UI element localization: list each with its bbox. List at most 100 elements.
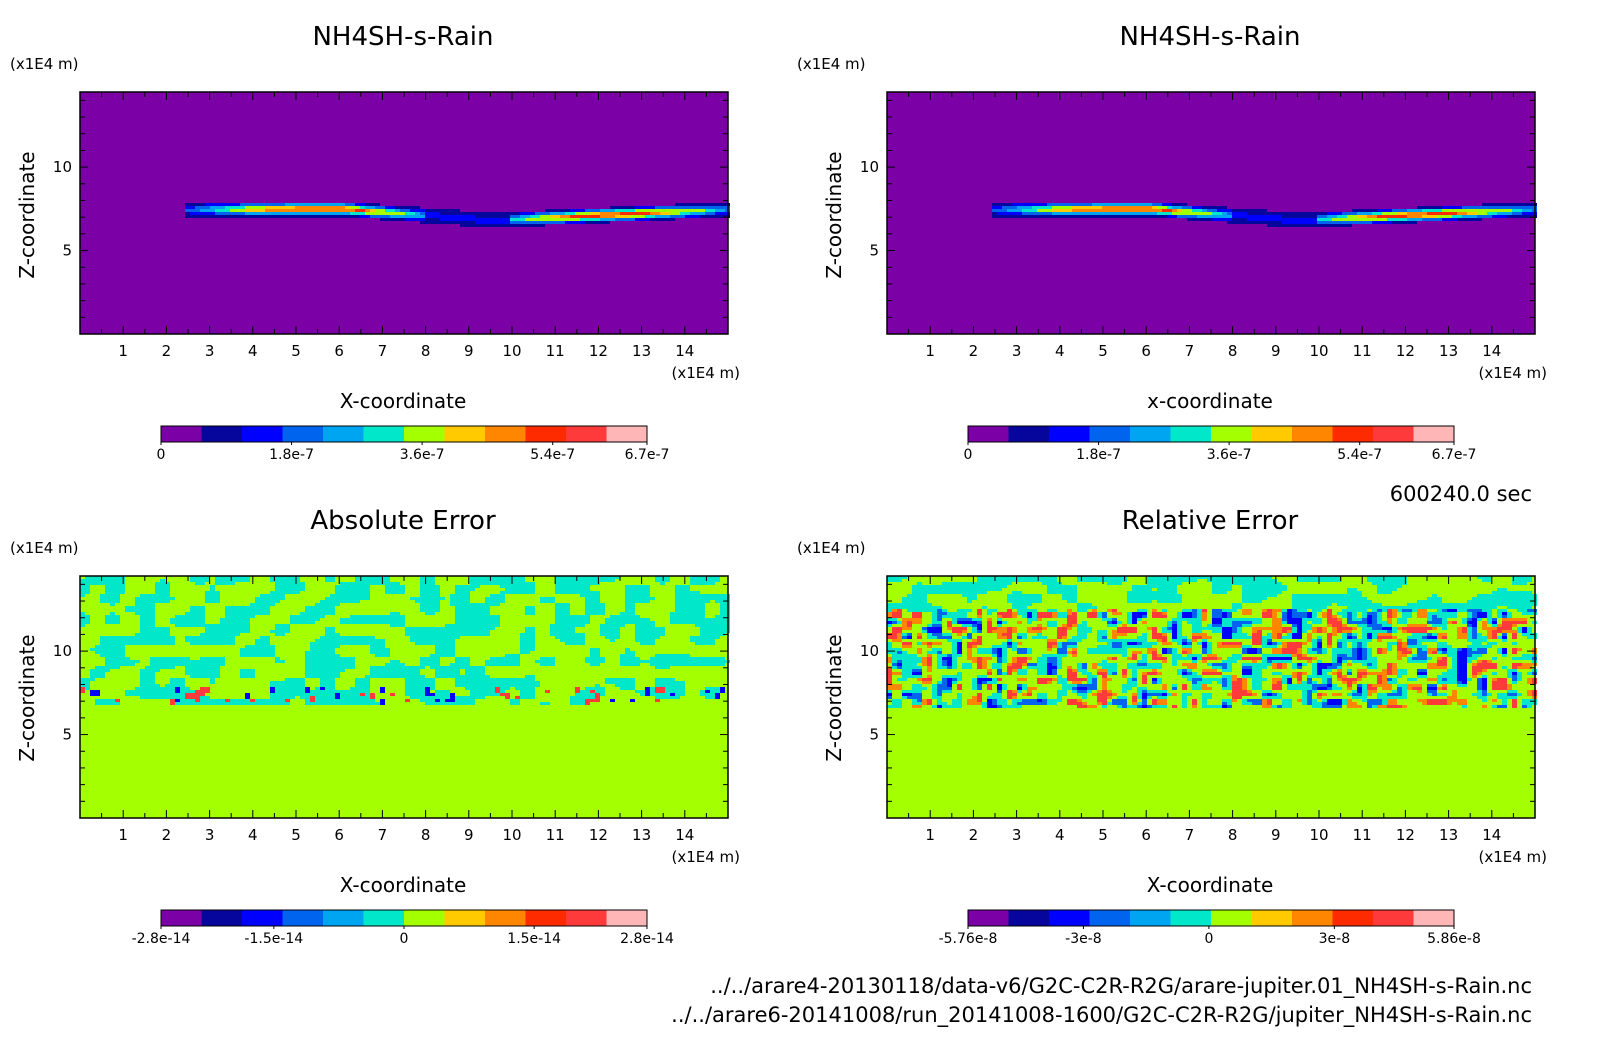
field-cell bbox=[345, 588, 350, 591]
field-cell bbox=[100, 636, 105, 639]
field-cell bbox=[180, 690, 185, 693]
field-cell bbox=[410, 597, 415, 600]
field-cell bbox=[1152, 591, 1157, 594]
field-cell bbox=[380, 618, 385, 621]
field-cell bbox=[630, 600, 635, 603]
field-cell bbox=[525, 221, 530, 224]
field-cell bbox=[1397, 582, 1402, 585]
field-cell bbox=[270, 645, 275, 648]
x-unit-label: (x1E4 m) bbox=[1478, 364, 1547, 382]
field-cell bbox=[160, 687, 165, 690]
field-cell bbox=[992, 215, 997, 218]
field-cell bbox=[490, 218, 495, 221]
field-cell bbox=[1307, 576, 1312, 579]
field-cell bbox=[670, 687, 675, 690]
field-cell bbox=[420, 666, 425, 669]
field-cell bbox=[365, 687, 370, 690]
field-cell bbox=[220, 212, 225, 215]
field-cell bbox=[440, 218, 445, 221]
field-cell bbox=[120, 579, 125, 582]
field-cell bbox=[660, 663, 665, 666]
y-tick-label: 10 bbox=[53, 642, 72, 660]
field-cell bbox=[665, 579, 670, 582]
field-cell bbox=[225, 621, 230, 624]
field-cell bbox=[590, 696, 595, 699]
field-cell bbox=[680, 690, 685, 693]
field-cell bbox=[330, 630, 335, 633]
field-cell bbox=[977, 609, 982, 612]
field-cell bbox=[1202, 576, 1207, 579]
field-cell bbox=[1257, 218, 1262, 221]
field-cell bbox=[375, 615, 380, 618]
field-cell bbox=[997, 209, 1002, 212]
field-cell bbox=[560, 615, 565, 618]
field-cell bbox=[450, 648, 455, 651]
field-cell bbox=[370, 212, 375, 215]
field-cell bbox=[1207, 212, 1212, 215]
field-cell bbox=[340, 600, 345, 603]
field-cell bbox=[1122, 209, 1127, 212]
field-cell bbox=[325, 639, 330, 642]
field-cell bbox=[1292, 218, 1297, 221]
field-cell bbox=[1492, 206, 1497, 209]
field-cell bbox=[525, 585, 530, 588]
field-cell bbox=[350, 687, 355, 690]
x-tick-label: 10 bbox=[1309, 342, 1328, 360]
field-cell bbox=[600, 690, 605, 693]
field-cell bbox=[435, 690, 440, 693]
field-cell bbox=[110, 576, 115, 579]
field-cell bbox=[310, 215, 315, 218]
field-cell bbox=[1217, 585, 1222, 588]
field-cell bbox=[420, 576, 425, 579]
field-cell bbox=[630, 618, 635, 621]
field-cell bbox=[425, 684, 430, 687]
field-cell bbox=[640, 585, 645, 588]
field-cell bbox=[530, 681, 535, 684]
field-cell bbox=[1372, 209, 1377, 212]
field-cell bbox=[435, 648, 440, 651]
field-cell bbox=[1172, 206, 1177, 209]
field-cell bbox=[1502, 603, 1507, 606]
field-cell bbox=[585, 585, 590, 588]
field-cell bbox=[675, 660, 680, 663]
field-cell bbox=[1277, 588, 1282, 591]
field-cell bbox=[982, 585, 987, 588]
field-cell bbox=[1162, 212, 1167, 215]
field-cell bbox=[1127, 206, 1132, 209]
field-cell bbox=[365, 618, 370, 621]
field-cell bbox=[1157, 579, 1162, 582]
field-cell bbox=[295, 687, 300, 690]
field-cell bbox=[310, 663, 315, 666]
field-cell bbox=[690, 591, 695, 594]
field-cell bbox=[715, 203, 720, 206]
field-cell bbox=[315, 657, 320, 660]
field-cell bbox=[420, 606, 425, 609]
field-cell bbox=[275, 687, 280, 690]
field-cell bbox=[145, 672, 150, 675]
field-cell bbox=[1047, 206, 1052, 209]
field-cell bbox=[530, 591, 535, 594]
field-cell bbox=[1067, 209, 1072, 212]
field-cell bbox=[937, 612, 942, 615]
field-cell bbox=[1207, 209, 1212, 212]
field-cell bbox=[1017, 579, 1022, 582]
field-cell bbox=[260, 639, 265, 642]
field-cell bbox=[1452, 209, 1457, 212]
field-cell bbox=[580, 642, 585, 645]
field-cell bbox=[305, 693, 310, 696]
field-cell bbox=[305, 618, 310, 621]
field-cell bbox=[365, 588, 370, 591]
field-cell bbox=[570, 621, 575, 624]
field-cell bbox=[250, 206, 255, 209]
field-cell bbox=[1347, 606, 1352, 609]
field-cell bbox=[335, 663, 340, 666]
field-cell bbox=[1492, 594, 1497, 597]
field-cell bbox=[660, 678, 665, 681]
field-cell bbox=[180, 693, 185, 696]
field-cell bbox=[185, 657, 190, 660]
field-cell bbox=[1342, 218, 1347, 221]
field-cell bbox=[95, 672, 100, 675]
field-cell bbox=[977, 579, 982, 582]
field-cell bbox=[220, 663, 225, 666]
field-cell bbox=[445, 221, 450, 224]
